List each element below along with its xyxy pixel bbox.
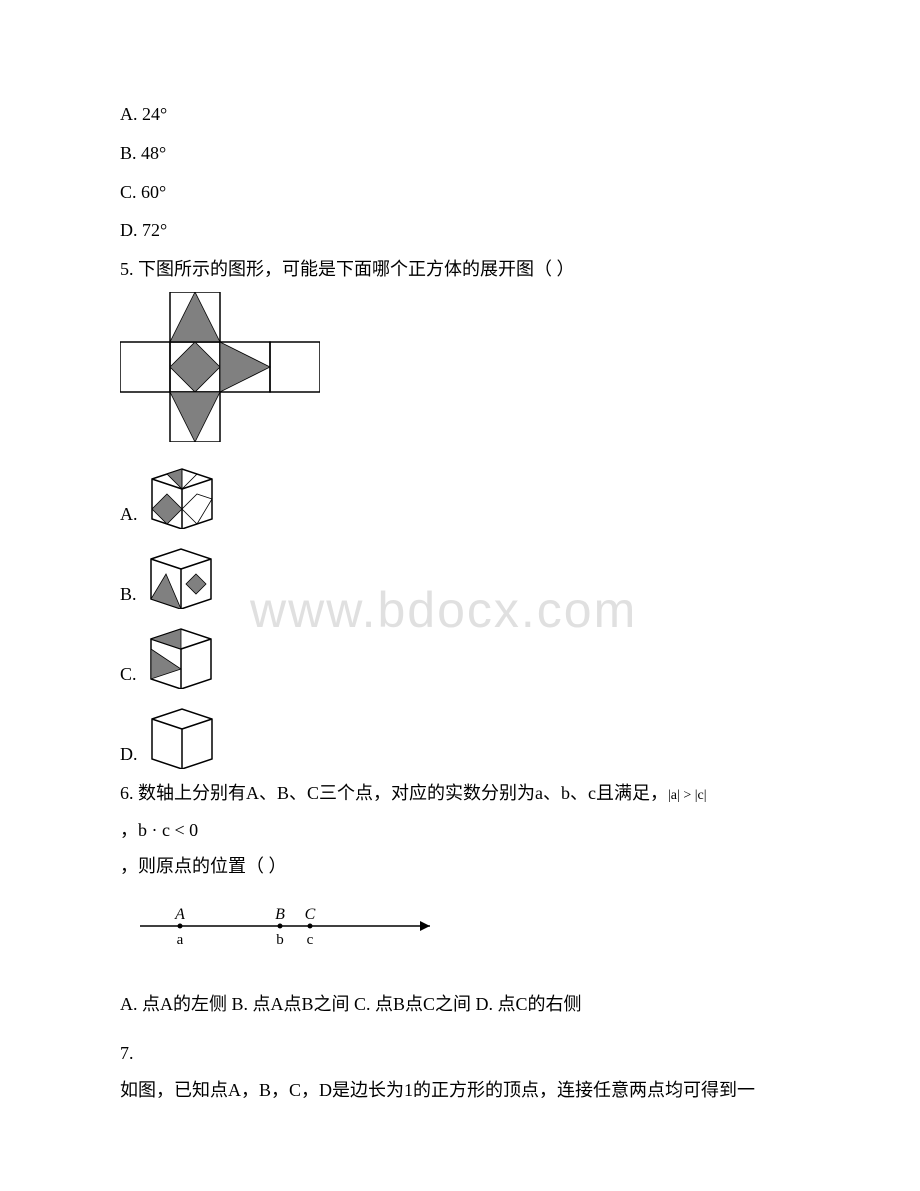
document-content: A. 24° B. 48° C. 60° D. 72° 5. 下图所示的图形，可… [120, 100, 800, 1104]
q6-text1: 6. 数轴上分别有A、B、C三个点，对应的实数分别为a、b、c且满足， [120, 783, 668, 803]
q5-text: 5. 下图所示的图形，可能是下面哪个正方体的展开图（ ） [120, 255, 800, 284]
svg-text:A: A [174, 906, 185, 923]
q4-option-c: C. 60° [120, 178, 800, 207]
svg-text:c: c [307, 932, 314, 948]
q5-option-c: C. [120, 619, 800, 689]
q5-option-d: D. [120, 699, 800, 769]
q5-option-b: B. [120, 539, 800, 609]
q4-option-b: B. 48° [120, 139, 800, 168]
q7-text: 如图，已知点A，B，C，D是边长为1的正方形的顶点，连接任意两点均可得到一 [120, 1076, 800, 1105]
q6-number-line: A a B b C c [140, 901, 800, 960]
q6-text3: ，则原点的位置（ ） [120, 852, 800, 881]
svg-text:a: a [177, 932, 184, 948]
q6-cond1: |a| > |c| [668, 788, 707, 803]
q5-label-a: A. [120, 500, 138, 529]
q7-num: 7. [120, 1039, 800, 1068]
q4-option-d: D. 72° [120, 216, 800, 245]
svg-text:C: C [305, 906, 316, 923]
q5-option-a: A. [120, 459, 800, 529]
q4-option-a: A. 24° [120, 100, 800, 129]
q6-text: 6. 数轴上分别有A、B、C三个点，对应的实数分别为a、b、c且满足，|a| >… [120, 779, 800, 808]
q6-text2: ，b · c < 0 [120, 816, 800, 845]
q5-label-c: C. [120, 660, 137, 689]
q5-net-figure [120, 292, 800, 451]
svg-text:b: b [276, 932, 284, 948]
svg-text:B: B [275, 906, 285, 923]
q5-label-b: B. [120, 580, 137, 609]
q6-options: A. 点A的左侧 B. 点A点B之间 C. 点B点C之间 D. 点C的右侧 [120, 990, 800, 1019]
q5-label-d: D. [120, 740, 138, 769]
